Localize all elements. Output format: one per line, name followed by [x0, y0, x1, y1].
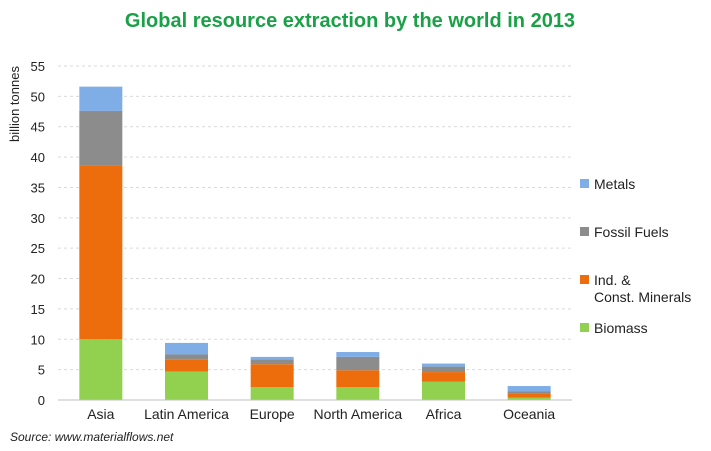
- x-category-label: North America: [313, 406, 402, 422]
- y-axis-ticks: 0 5 10 15 20 25 30 35 40 45 50 55: [31, 59, 45, 408]
- legend-label: Biomass: [594, 320, 648, 336]
- bar-segment-metals: [507, 386, 551, 392]
- bar-segment-ind-const-minerals: [422, 372, 465, 382]
- legend: Metals Fossil Fuels Ind. & Const. Minerals B…: [580, 176, 691, 336]
- bar-segment-biomass: [79, 339, 123, 400]
- bar-segment-fossil-fuels: [422, 366, 465, 373]
- bar-segment-metals: [422, 363, 465, 367]
- bar-segment-biomass: [422, 381, 465, 400]
- bar-segment-fossil-fuels: [79, 110, 123, 166]
- y-tick-label: 10: [31, 332, 45, 347]
- x-category-label: Oceania: [503, 406, 555, 422]
- bar-segment-ind-const-minerals: [250, 364, 294, 388]
- x-category-label: Africa: [426, 406, 462, 422]
- y-tick-label: 5: [38, 363, 45, 378]
- bar-segment-ind-const-minerals: [336, 370, 380, 388]
- bar-segment-biomass: [336, 387, 380, 400]
- bar-segment-ind-const-minerals: [165, 359, 208, 372]
- bar-segment-metals: [79, 86, 123, 111]
- bar-segment-metals: [336, 352, 380, 357]
- legend-swatch: [580, 275, 589, 284]
- bar-segment-fossil-fuels: [250, 359, 294, 365]
- bar-segment-metals: [250, 356, 294, 360]
- source-note: Source: www.materialflows.net: [10, 430, 174, 444]
- chart-title: Global resource extraction by the world …: [125, 10, 575, 32]
- y-axis-label: billion tonnes: [7, 66, 22, 142]
- x-axis: Asia Latin America Europe North America Afri…: [58, 399, 572, 422]
- legend-label: Ind. & Const. Minerals: [594, 272, 691, 305]
- bar-segment-ind-const-minerals: [507, 393, 551, 398]
- legend-swatch: [580, 323, 589, 332]
- y-tick-label: 25: [31, 241, 45, 256]
- y-tick-label: 15: [31, 302, 45, 317]
- bar-segment-metals: [165, 342, 208, 355]
- bar-segment-biomass: [507, 397, 551, 400]
- bar-segment-fossil-fuels: [336, 356, 380, 371]
- gridlines: [58, 65, 572, 371]
- y-tick-label: 55: [31, 59, 45, 74]
- y-tick-label: 40: [31, 150, 45, 165]
- x-category-label: Asia: [87, 406, 114, 422]
- y-tick-label: 30: [31, 211, 45, 226]
- y-tick-label: 35: [31, 180, 45, 195]
- bar-segment-biomass: [165, 371, 208, 400]
- x-category-label: Latin America: [144, 406, 229, 422]
- y-tick-label: 20: [31, 272, 45, 287]
- y-tick-label: 50: [31, 89, 45, 104]
- bars: [79, 86, 551, 400]
- bar-segment-fossil-fuels: [165, 354, 208, 360]
- bar-segment-fossil-fuels: [507, 391, 551, 394]
- legend-swatch: [580, 227, 589, 236]
- bar-segment-ind-const-minerals: [79, 165, 123, 340]
- x-category-label: Europe: [250, 406, 295, 422]
- y-tick-label: 45: [31, 120, 45, 135]
- bar-segment-biomass: [250, 387, 294, 400]
- legend-label: Fossil Fuels: [594, 224, 669, 240]
- y-tick-label: 0: [38, 393, 45, 408]
- legend-swatch: [580, 179, 589, 188]
- legend-label: Metals: [594, 176, 635, 192]
